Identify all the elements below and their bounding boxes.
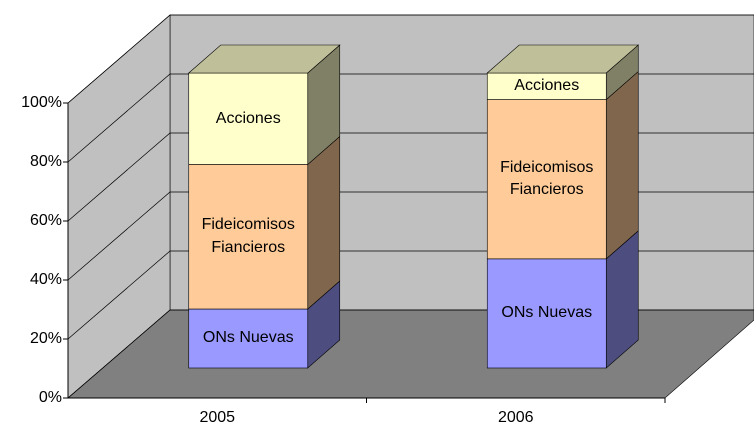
y-tick-label: 20%	[30, 330, 62, 347]
bar-top	[187, 44, 341, 74]
bar	[486, 99, 607, 260]
x-tick-label: 2006	[498, 409, 534, 426]
segment-label-box: Acciones	[514, 77, 580, 95]
segment-label: Acciones	[514, 77, 580, 95]
y-tick-label: 60%	[30, 212, 62, 229]
bar	[486, 258, 607, 369]
bar-top	[486, 44, 640, 74]
segment-label: Fideicomisos Fiancieros	[500, 158, 594, 199]
y-tick-label: 100%	[21, 94, 62, 111]
bar	[486, 72, 607, 100]
segment-label: Fideicomisos Fiancieros	[201, 216, 295, 256]
grid-line	[67, 14, 754, 104]
segment-label-box: ONs Nuevas	[202, 329, 294, 347]
segment-label-box: Acciones	[215, 109, 281, 127]
segment-label: Acciones	[215, 109, 281, 127]
bar-side	[307, 135, 341, 310]
x-tick-label: 2005	[199, 409, 235, 426]
segment-label-box: ONs Nuevas	[501, 304, 593, 322]
bar	[188, 164, 309, 310]
y-tick-label: 80%	[30, 153, 62, 170]
segment-label: ONs Nuevas	[501, 304, 593, 322]
bar-side	[605, 70, 639, 260]
floor	[67, 309, 754, 399]
segment-label-box: Fideicomisos Fiancieros	[500, 158, 594, 199]
segment-label-box: Fideicomisos Fiancieros	[201, 216, 295, 256]
y-tick-label: 40%	[30, 271, 62, 288]
y-tick-label: 0%	[39, 389, 62, 406]
bar	[188, 308, 309, 369]
segment-label: ONs Nuevas	[202, 329, 294, 347]
